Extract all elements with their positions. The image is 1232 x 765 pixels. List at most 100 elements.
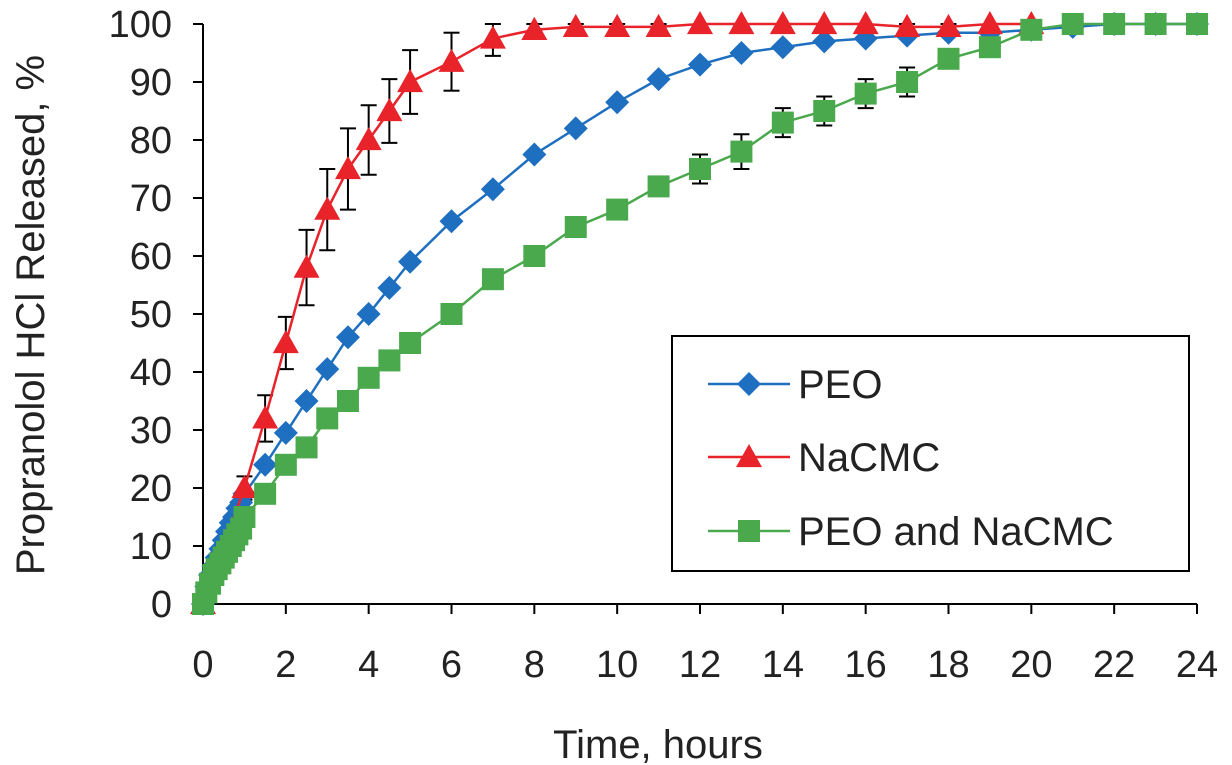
data-point-peo-and-nacmc xyxy=(978,36,1001,59)
data-point-peo-and-nacmc xyxy=(254,482,277,505)
data-point-nacmc xyxy=(604,13,631,38)
legend-marker-peo xyxy=(737,372,761,396)
data-point-peo-and-nacmc xyxy=(813,100,836,122)
x-tick-label: 12 xyxy=(679,644,721,686)
data-point-peo-and-nacmc xyxy=(523,245,546,267)
data-point-nacmc xyxy=(687,11,713,35)
data-point-peo xyxy=(294,389,319,413)
data-point-nacmc xyxy=(293,254,320,278)
data-point-peo xyxy=(398,249,423,274)
y-tick-label: 100 xyxy=(109,4,172,46)
data-point-peo-and-nacmc xyxy=(564,216,587,238)
data-point-peo xyxy=(253,452,278,477)
axes: 0 2 4 6 8 10 12 14 16 18 20 22 240102030405060708090… xyxy=(109,4,1219,686)
data-point-nacmc xyxy=(376,98,403,122)
x-tick-label: 6 xyxy=(441,644,462,686)
y-tick-label: 20 xyxy=(130,468,172,510)
x-tick-label: 4 xyxy=(358,644,379,686)
x-tick-label: 10 xyxy=(596,644,638,686)
data-point-peo-and-nacmc xyxy=(647,175,670,198)
data-point-nacmc xyxy=(852,11,879,35)
x-tick-label: 8 xyxy=(524,644,545,686)
data-point-peo xyxy=(273,420,298,445)
data-point-nacmc xyxy=(976,11,1003,35)
data-point-peo-and-nacmc xyxy=(1061,13,1084,35)
data-point-peo-and-nacmc xyxy=(274,453,297,476)
data-point-peo xyxy=(377,275,402,300)
x-tick-label: 16 xyxy=(845,644,887,686)
data-point-nacmc xyxy=(645,13,672,38)
y-tick-label: 90 xyxy=(130,62,172,104)
data-point-peo-and-nacmc xyxy=(854,82,877,105)
data-point-peo-and-nacmc xyxy=(481,268,504,291)
data-point-peo-and-nacmc xyxy=(896,71,919,93)
data-point-peo-and-nacmc xyxy=(336,390,359,412)
data-point-nacmc xyxy=(438,48,465,72)
data-point-peo-and-nacmc xyxy=(357,366,380,389)
data-point-peo-and-nacmc xyxy=(316,407,339,430)
x-tick-label: 14 xyxy=(762,644,804,686)
y-tick-label: 10 xyxy=(130,526,172,568)
data-point-nacmc xyxy=(252,405,279,429)
data-point-peo-and-nacmc xyxy=(730,140,753,163)
data-point-peo xyxy=(646,67,671,92)
legend-label-peo: PEO xyxy=(798,363,882,407)
data-point-peo-and-nacmc xyxy=(606,198,629,221)
data-point-peo-and-nacmc xyxy=(1103,13,1126,35)
data-point-nacmc xyxy=(397,69,424,93)
data-point-peo xyxy=(439,209,464,234)
x-tick-label: 0 xyxy=(192,644,213,686)
legend: PEO NaCMC PEO and NaCMC xyxy=(671,335,1190,572)
legend-marker-nacmc xyxy=(736,444,762,468)
data-point-nacmc xyxy=(728,11,755,35)
y-tick-label: 30 xyxy=(130,410,172,452)
data-point-peo xyxy=(335,325,360,350)
data-point-peo-and-nacmc xyxy=(689,158,711,180)
data-point-peo-and-nacmc xyxy=(771,111,794,134)
data-point-peo xyxy=(522,142,547,167)
data-point-peo-and-nacmc xyxy=(1186,13,1208,35)
data-point-nacmc xyxy=(811,11,838,35)
data-point-peo xyxy=(563,116,588,141)
data-point-nacmc xyxy=(314,196,341,220)
x-tick-label: 18 xyxy=(927,644,969,686)
y-axis-title: Propranolol HCl Released, % xyxy=(9,55,53,575)
legend-label-peo-and-nacmc: PEO and NaCMC xyxy=(798,510,1114,554)
y-tick-label: 80 xyxy=(130,120,172,162)
data-point-peo xyxy=(315,357,340,382)
data-point-peo xyxy=(812,29,837,54)
data-point-nacmc xyxy=(769,11,796,35)
data-point-peo xyxy=(480,177,505,202)
series-group xyxy=(190,11,1209,616)
data-point-peo xyxy=(605,90,630,115)
data-point-peo-and-nacmc xyxy=(378,349,401,372)
data-point-peo-and-nacmc xyxy=(1020,18,1043,41)
data-point-peo xyxy=(688,52,712,77)
data-point-peo-and-nacmc xyxy=(937,47,960,70)
legend-label-nacmc: NaCMC xyxy=(798,436,940,480)
data-point-nacmc xyxy=(894,13,921,38)
y-tick-label: 50 xyxy=(130,294,172,336)
data-point-nacmc xyxy=(231,475,258,499)
data-point-nacmc xyxy=(935,13,962,38)
data-point-peo xyxy=(356,302,381,326)
y-tick-label: 60 xyxy=(130,236,172,278)
data-point-peo-and-nacmc xyxy=(295,436,318,459)
data-point-peo-and-nacmc xyxy=(233,506,256,528)
data-point-nacmc xyxy=(562,13,589,38)
data-point-peo-and-nacmc xyxy=(440,303,463,325)
y-tick-label: 70 xyxy=(130,178,172,220)
legend-marker-peo-and-nacmc xyxy=(738,520,760,542)
data-point-peo-and-nacmc xyxy=(1144,13,1167,35)
y-tick-label: 0 xyxy=(151,584,172,626)
data-point-nacmc xyxy=(272,330,299,354)
data-point-peo xyxy=(729,41,754,65)
y-tick-label: 40 xyxy=(130,352,172,394)
x-tick-label: 24 xyxy=(1176,644,1218,686)
data-point-peo xyxy=(770,35,795,60)
data-point-nacmc xyxy=(521,16,548,40)
x-axis-title: Time, hours xyxy=(553,723,763,765)
data-point-peo-and-nacmc xyxy=(399,332,422,354)
data-point-nacmc xyxy=(479,25,506,49)
